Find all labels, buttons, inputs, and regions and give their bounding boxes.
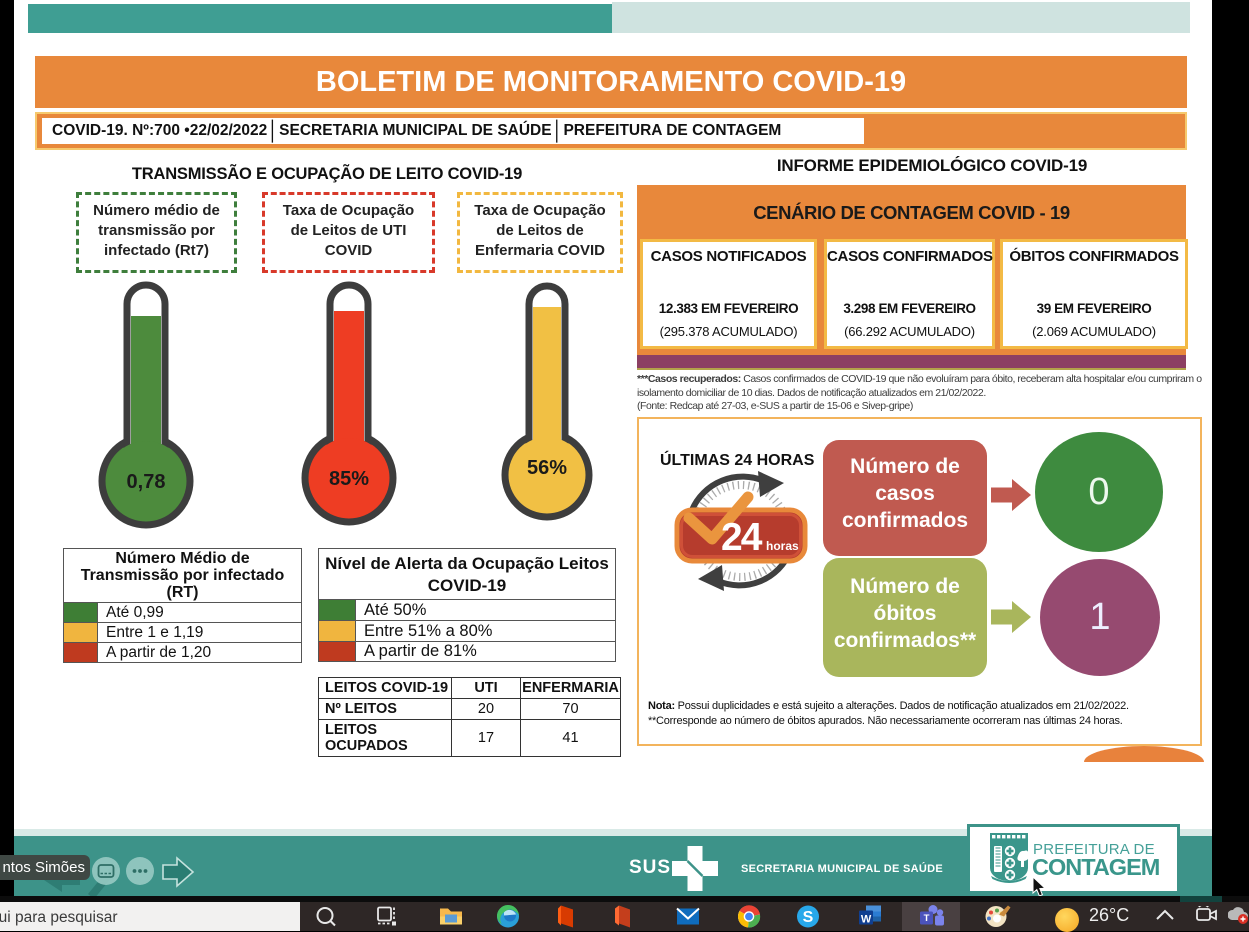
svg-text:0,78: 0,78 [127,471,166,493]
svg-text:horas: horas [766,539,799,553]
svg-text:S: S [803,909,814,926]
svg-text:56%: 56% [527,457,567,479]
svg-text:T: T [924,913,930,924]
svg-text:85%: 85% [329,468,369,490]
svg-text:W: W [861,914,872,926]
svg-text:24: 24 [721,516,763,559]
